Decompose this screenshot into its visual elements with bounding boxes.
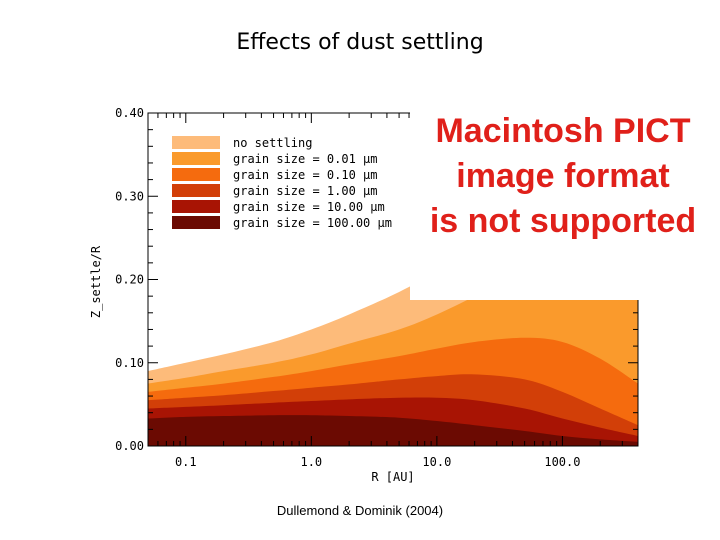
x-tick-label-3: 100.0 (544, 455, 580, 469)
legend-swatch-4 (172, 200, 220, 213)
legend-swatch-3 (172, 184, 220, 197)
legend-label-4: grain size = 10.00 μm (233, 200, 385, 214)
pict-placeholder: Macintosh PICT image format is not support… (410, 104, 720, 300)
x-tick-label-2: 10.0 (422, 455, 451, 469)
area-series-5 (148, 415, 638, 446)
legend-label-1: grain size = 0.01 μm (233, 152, 378, 166)
legend-label-0: no settling (233, 136, 312, 150)
citation: Dullemond & Dominik (2004) (276, 503, 444, 518)
legend-label-5: grain size = 100.00 μm (233, 216, 392, 230)
x-tick-label-1: 1.0 (300, 455, 322, 469)
y-axis-label: Z_settle/R (89, 245, 103, 318)
y-tick-label-1: 0.10 (115, 356, 144, 370)
x-axis-label: R [AU] (371, 470, 414, 484)
legend-swatch-0 (172, 136, 220, 149)
y-tick-label-0: 0.00 (115, 439, 144, 453)
slide-title: Effects of dust settling (236, 30, 484, 55)
pict-placeholder-line-2: is not supported (430, 202, 696, 240)
y-axis-ticks: 0.00 0.10 0.20 0.30 0.40 (115, 106, 638, 453)
area-layers (148, 113, 638, 446)
legend-label-2: grain size = 0.10 μm (233, 168, 378, 182)
legend-swatch-2 (172, 168, 220, 181)
pict-placeholder-box (410, 104, 720, 300)
pict-placeholder-line-0: Macintosh PICT (435, 112, 690, 150)
legend-swatch-1 (172, 152, 220, 165)
legend-swatch-5 (172, 216, 220, 229)
y-tick-label-2: 0.20 (115, 273, 144, 287)
x-tick-label-0: 0.1 (175, 455, 197, 469)
pict-placeholder-line-1: image format (456, 157, 670, 195)
y-tick-label-3: 0.30 (115, 189, 144, 203)
legend-label-3: grain size = 1.00 μm (233, 184, 378, 198)
y-tick-label-4: 0.40 (115, 106, 144, 120)
x-axis-ticks: 0.1 1.0 10.0 100.0 (157, 113, 623, 469)
legend: no settling grain size = 0.01 μm grain siz… (172, 136, 392, 230)
